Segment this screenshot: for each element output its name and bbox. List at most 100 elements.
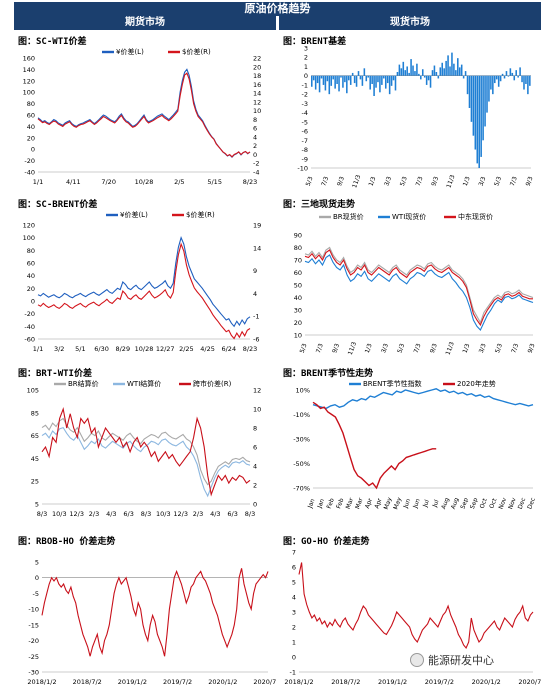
- x-tick-label: 7/3: [510, 343, 520, 355]
- y2-tick-label: 6: [253, 444, 257, 452]
- bar: [521, 75, 523, 83]
- y-tick-label: 5: [35, 501, 39, 509]
- y-tick-label: -40: [24, 323, 35, 331]
- y2-tick-label: 12: [253, 387, 261, 395]
- y-tick-label: -3: [302, 100, 308, 108]
- brt-wti-spread-panel: 图：BRT-WTI价差 105 85 65 45 25 5 12 10 8 6 4 2 0 8/3 10/3 1…: [14, 364, 276, 520]
- x-tick-label: Sep: [469, 497, 480, 510]
- y-tick-label: -60: [24, 336, 35, 344]
- sc-wti-spread-panel: 图：SC-WTI价差 160 140 120 100 80 60 40 20 0 -20 -40 22 2…: [14, 32, 276, 188]
- bar: [328, 75, 331, 95]
- x-tick-label: Feb: [326, 497, 336, 510]
- x-tick-label: 2/3: [193, 510, 203, 518]
- x-tick-label: 6/3: [227, 510, 237, 518]
- x-tick-label: 7/3: [320, 176, 330, 188]
- chart-svg: 120 100 80 60 40 20 0 -20 -40 -60 19 14 9 4 -1 -6 1/1 3/2…: [23, 210, 262, 353]
- x-tick-label: Apr: [364, 497, 374, 510]
- y2-tick-label: 9: [253, 267, 257, 275]
- bar: [384, 75, 387, 89]
- series-line: [41, 568, 269, 657]
- y-tick-label: 40: [294, 294, 302, 302]
- bar: [324, 75, 327, 91]
- bar: [503, 75, 506, 79]
- y-tick-label: -70%: [293, 485, 310, 493]
- x-tick-label: Jan: [306, 498, 316, 510]
- sc-brent-spread-panel: 图：SC-BRENT价差 120 100 80 60 40 20 0 -20 -40 -60 19 14…: [14, 195, 276, 355]
- bar: [468, 75, 471, 108]
- y-tick-label: 90: [294, 232, 302, 240]
- watermark: 能源研发中心: [410, 652, 494, 668]
- x-tick-label: 11/3: [347, 341, 358, 355]
- bar: [488, 75, 490, 102]
- y2-tick-label: 20: [253, 63, 261, 71]
- y2-tick-label: 4: [253, 463, 257, 471]
- y-tick-label: 60: [27, 260, 35, 268]
- bar: [421, 69, 424, 76]
- chart-title-text: SC-WTI价差: [36, 37, 87, 47]
- y2-tick-label: 14: [253, 244, 261, 252]
- x-tick-label: 7/20: [101, 178, 116, 186]
- y-tick-label: 120: [23, 222, 35, 230]
- bar: [369, 75, 371, 90]
- x-tick-label: 2/3: [89, 510, 99, 518]
- bar: [478, 75, 480, 168]
- x-tick-label: 1/3: [368, 176, 378, 188]
- y-tick-label: -6: [302, 128, 308, 136]
- x-tick-label: 2019/1/2: [378, 678, 407, 686]
- x-tick-label: 5/3: [305, 176, 315, 188]
- x-tick-label: 1/1: [33, 178, 43, 186]
- y-tick-label: 10: [294, 332, 302, 340]
- bar: [476, 75, 479, 164]
- y2-tick-label: 4: [253, 290, 257, 298]
- y-tick-label: 5: [35, 559, 39, 567]
- x-tick-label: 9/3: [331, 343, 341, 355]
- y-tick-label: 1: [292, 639, 296, 647]
- y2-tick-label: 16: [253, 81, 261, 89]
- x-tick-label: Jan: [316, 498, 326, 510]
- bar: [457, 58, 459, 76]
- x-tick-label: 2018/7/2: [73, 678, 102, 686]
- x-tick-label: Dec: [526, 497, 537, 510]
- x-tick-label: 2/5: [174, 178, 184, 186]
- x-tick-label: 11/3: [445, 174, 456, 188]
- series-line: [37, 242, 251, 340]
- chart-title: 图：BRT-WTI价差: [18, 366, 92, 379]
- y-tick-label: 60: [27, 112, 35, 120]
- chart-title-text: BRENT基差: [301, 37, 347, 47]
- bar: [462, 75, 465, 79]
- series-line: [312, 401, 437, 490]
- bar: [425, 75, 428, 85]
- series-line: [298, 562, 534, 650]
- bar: [349, 75, 352, 85]
- x-tick-label: Feb: [335, 497, 345, 510]
- bar: [365, 75, 368, 82]
- legend-label: $价差(R): [186, 210, 215, 219]
- y2-tick-label: 18: [253, 72, 261, 80]
- bar: [495, 75, 498, 80]
- bar: [433, 65, 436, 76]
- x-tick-label: 5/1: [75, 345, 85, 353]
- chart-title-text: BRT-WTI价差: [36, 369, 92, 379]
- y-tick-label: -9: [302, 155, 308, 163]
- y-tick-label: 20: [27, 285, 35, 293]
- x-tick-label: 3/2: [54, 345, 64, 353]
- bar: [484, 75, 486, 127]
- y-tick-label: 20: [27, 134, 35, 142]
- y-tick-label: -20: [28, 637, 39, 645]
- y-tick-label: 2: [304, 54, 308, 62]
- bar: [410, 59, 412, 76]
- bar: [392, 75, 395, 81]
- y-tick-label: 6: [292, 564, 296, 572]
- bar: [460, 64, 463, 76]
- bar: [527, 75, 529, 95]
- chart-title-text: RBOB-HO 价差走势: [36, 537, 116, 547]
- chart-title: 图：SC-WTI价差: [18, 34, 87, 47]
- chart-title-text: SC-BRENT价差: [36, 200, 98, 210]
- bar: [357, 71, 360, 76]
- y-tick-label: -5: [302, 118, 308, 126]
- brent-seasonal-panel: 图：BRENT季节性走势 10% -10% -30% -50% -70% Jan Jan Feb…: [279, 364, 541, 520]
- bar: [447, 55, 449, 76]
- x-tick-label: 1/1: [33, 345, 43, 353]
- three-spot-panel: 图：三地现货走势 90 80 70 60 50 40 30 20 10 5/3 7/3 9/3 11/3 1…: [279, 195, 541, 355]
- chart-title-text: BRENT季节性走势: [301, 369, 374, 379]
